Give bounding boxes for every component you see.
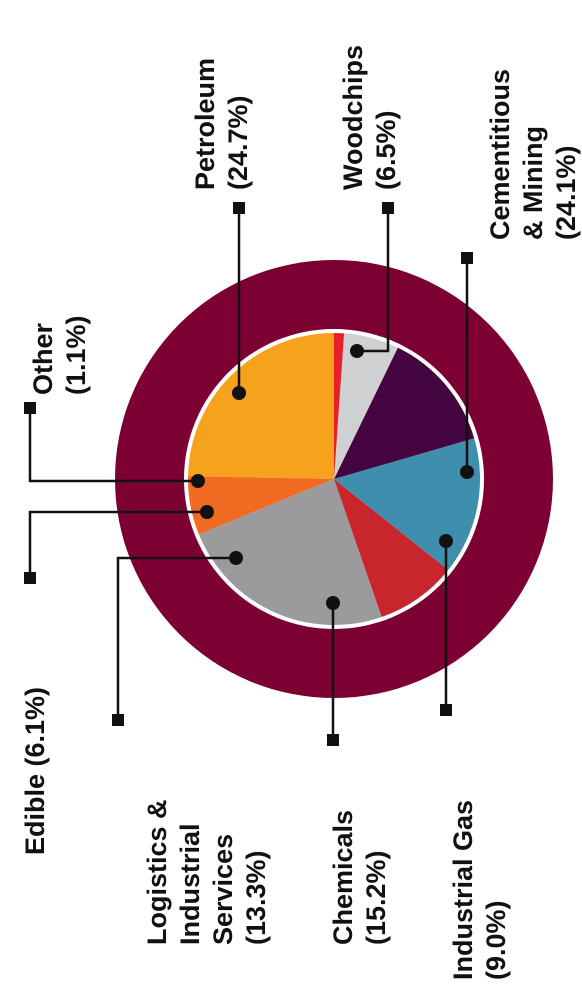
- slice-label-line: Woodchips: [338, 45, 368, 190]
- leader-marker: [24, 402, 36, 414]
- slice-label-line: Edible (6.1%): [20, 687, 50, 855]
- slice-label-line: (24.7%): [223, 95, 253, 190]
- slice-label-line: Petroleum: [190, 58, 220, 190]
- pie-slice-cementitious-mining: [198, 479, 382, 625]
- leader-line-woodchips: [357, 208, 390, 353]
- slice-label-chemicals: Chemicals (15.2%): [328, 810, 391, 945]
- leader-dot: [439, 534, 453, 548]
- pie-slice-logistics-industrial-services: [334, 347, 475, 479]
- slice-label-line: Industrial Gas: [448, 800, 478, 980]
- leader-marker: [461, 252, 473, 264]
- leader-marker: [382, 202, 394, 214]
- pie-slice-woodchips: [188, 476, 334, 535]
- leader-marker: [327, 734, 339, 746]
- leader-dot: [232, 386, 246, 400]
- slice-label-industrial-gas: Industrial Gas (9.0%): [448, 800, 511, 980]
- slice-label-logistics-industrial-services: Logistics & Industrial Services (13.3%): [142, 799, 271, 945]
- slice-label-line: (24.1%): [551, 145, 581, 240]
- leader-dot: [326, 596, 340, 610]
- pie-slice-other: [334, 333, 345, 479]
- leader-marker: [24, 572, 36, 584]
- leader-dot: [191, 474, 205, 488]
- slice-label-line: Chemicals: [328, 810, 358, 945]
- slice-label-woodchips: Woodchips (6.5%): [338, 45, 401, 190]
- leader-dot: [229, 551, 243, 565]
- leader-marker: [112, 714, 124, 726]
- slice-label-petroleum: Petroleum (24.7%): [190, 58, 253, 190]
- slice-label-line: Logistics &: [142, 799, 172, 945]
- slice-label-line: (6.5%): [371, 110, 401, 190]
- leader-lines: [24, 202, 474, 746]
- slice-label-line: Other: [28, 322, 58, 395]
- leader-dot: [350, 344, 364, 358]
- leader-dot: [200, 505, 214, 519]
- slice-labels: Petroleum (24.7%) Woodchips (6.5%) Cementiti…: [20, 45, 581, 980]
- leader-marker: [440, 704, 452, 716]
- leader-line-edible: [28, 510, 207, 578]
- slice-label-line: (9.0%): [481, 900, 511, 980]
- slice-label-line: Services: [208, 834, 238, 945]
- slice-label-cementitious-mining: Cementitious & Mining (24.1%): [485, 69, 581, 240]
- slice-label-line: Cementitious: [485, 69, 515, 240]
- slice-label-line: (13.3%): [241, 850, 271, 945]
- slice-label-other: Other (1.1%): [28, 315, 91, 395]
- leader-dot: [460, 465, 474, 479]
- slice-label-line: & Mining: [518, 126, 548, 240]
- slice-label-line: Industrial: [175, 823, 205, 945]
- leader-line-other: [28, 408, 198, 483]
- leader-line-logistics-industrial-services: [116, 556, 236, 720]
- pie-slices: [188, 333, 480, 625]
- slice-label-line: (1.1%): [61, 315, 91, 395]
- slice-label-line: (15.2%): [361, 850, 391, 945]
- pie-slice-petroleum: [188, 333, 334, 479]
- pie-slice-industrial-gas: [334, 479, 449, 617]
- leader-marker: [233, 202, 245, 214]
- slice-label-edible: Edible (6.1%): [20, 687, 50, 855]
- pie-slice-edible: [334, 333, 398, 479]
